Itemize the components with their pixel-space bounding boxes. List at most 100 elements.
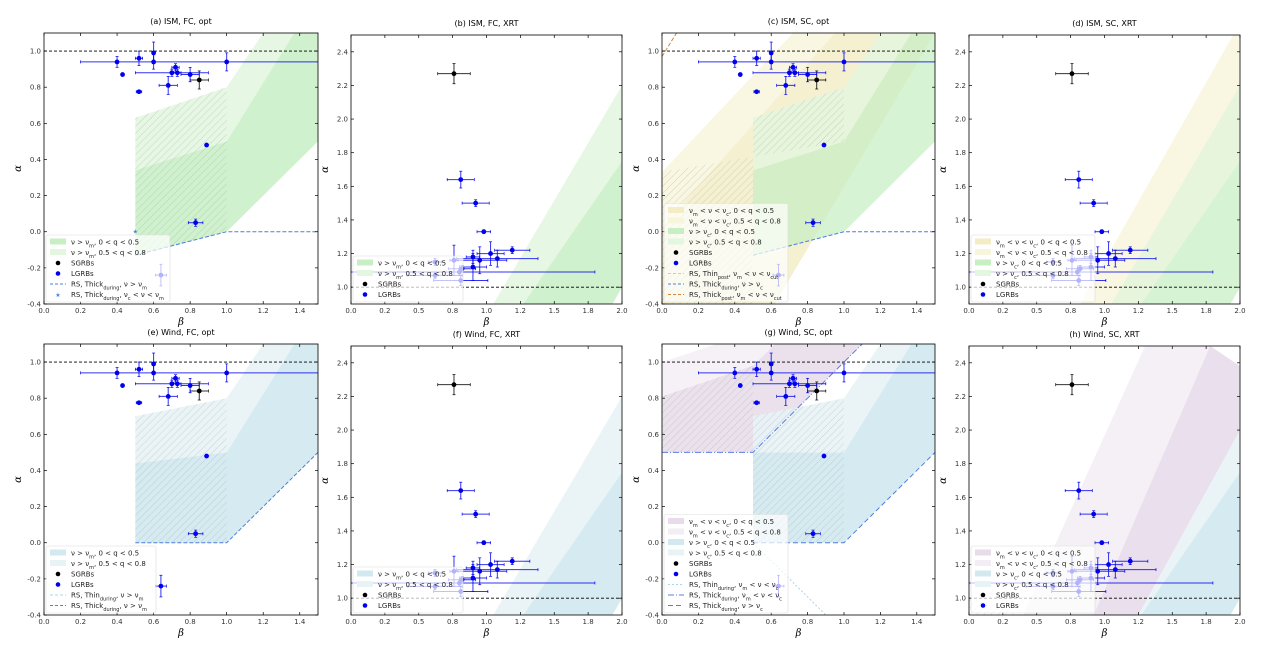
- marker: [1091, 511, 1097, 517]
- lgrb-point-h-2: [1094, 540, 1109, 546]
- marker: [783, 393, 789, 399]
- marker: [814, 77, 820, 83]
- panel-title: (b) ISM, FC, XRT: [455, 19, 519, 28]
- y-tick-label: 0.8: [648, 84, 659, 92]
- marker: [790, 375, 796, 381]
- lgrb-point-h-0: [1064, 481, 1093, 500]
- legend-swatch: [50, 238, 66, 245]
- legend-label: SGRBs: [996, 592, 1020, 600]
- x-tick-label: 1.0: [1099, 618, 1110, 626]
- x-tick-label: 1.2: [1133, 618, 1144, 626]
- marker: [841, 370, 847, 376]
- lgrb-point-d-3: [1112, 246, 1149, 254]
- x-tick-label: 0.6: [148, 307, 160, 315]
- legend-label: RS, Thickduring, ν > νc: [689, 602, 763, 613]
- lgrb-point-d-1: [1079, 199, 1108, 207]
- x-tick-label: 1.8: [583, 618, 594, 626]
- x-tick-label: 0.0: [38, 307, 49, 315]
- x-tick-label: 1.2: [515, 307, 526, 315]
- marker: [187, 383, 193, 388]
- legend-label: ν > νm, 0 < q < 0.5: [71, 239, 139, 250]
- x-tick-label: 0.0: [38, 618, 49, 626]
- y-tick-label: -0.2: [27, 264, 41, 272]
- hatch-region-e: [135, 398, 227, 543]
- marker: [204, 453, 209, 459]
- legend-label: LGRBs: [378, 291, 401, 299]
- legend-label: ν > νm, 0 < q < 0.5: [378, 260, 446, 271]
- marker: [120, 383, 125, 388]
- lgrb-point-c-7: [776, 76, 796, 95]
- lgrb-point-b-3: [494, 246, 531, 254]
- lgrb-point-a-11: [180, 66, 200, 83]
- model-line-g-1: [662, 344, 863, 453]
- marker: [196, 77, 202, 83]
- legend-item: RS, Thickduring, ν > νm: [50, 281, 147, 292]
- marker: [470, 575, 476, 581]
- y-tick-label: -0.4: [645, 301, 659, 309]
- y-tick-label: 0.6: [648, 120, 660, 128]
- region-b-1: [493, 85, 622, 304]
- y-tick-label: 1.6: [337, 183, 349, 191]
- marker: [754, 55, 760, 61]
- legend-marker: [55, 582, 61, 587]
- y-tick-label: 0.2: [30, 503, 41, 511]
- lgrb-point-e-13: [187, 529, 204, 538]
- x-tick-label: 1.8: [1201, 618, 1212, 626]
- x-tick-label: 1.2: [875, 618, 886, 626]
- x-tick-label: 0.6: [766, 307, 778, 315]
- x-tick-label: 0.8: [447, 307, 458, 315]
- marker: [458, 488, 464, 493]
- y-tick-label: 1.8: [955, 460, 966, 468]
- marker: [136, 400, 142, 406]
- y-tick-label: 1.0: [337, 595, 348, 603]
- plot-area-a: ★: [44, 33, 318, 287]
- legend-item: νm < ν < νc, 0.5 < q < 0.8: [668, 217, 781, 229]
- lgrb-point-e-12: [204, 453, 209, 459]
- x-tick-label: 1.0: [838, 307, 849, 315]
- marker: [754, 89, 760, 95]
- legend-marker: [673, 571, 679, 577]
- x-tick-label: 0.0: [656, 307, 667, 315]
- legend-label: RS, Thinduring, νm < ν < νc: [689, 581, 779, 592]
- x-tick-label: 0.0: [345, 618, 356, 626]
- legend-label: νm < ν < νc, 0 < q < 0.5: [689, 207, 774, 218]
- legend-label: RS, Thickpost, νm < ν < νcut: [689, 291, 782, 302]
- legend-box: [45, 545, 157, 614]
- panel-a: ★ 0.0 0.2 0.4 0.6 0.8 1.0 1.2 1.4 -0.4 -0.2 0.0 0.2 0…: [13, 17, 319, 328]
- x-tick-label: 1.0: [1099, 307, 1110, 315]
- legend-item: ν > νm, 0 < q < 0.5: [50, 238, 139, 250]
- legend-box: [352, 566, 464, 614]
- legend-label: ν > νc, 0.5 < q < 0.8: [996, 270, 1069, 281]
- y-tick-label: 1.0: [30, 359, 41, 367]
- x-tick-label: 0.2: [379, 618, 390, 626]
- model-line-e-1: [135, 452, 318, 544]
- legend-label: ν > νc, 0 < q < 0.5: [689, 539, 755, 550]
- x-tick-label: 1.2: [258, 307, 269, 315]
- sgrb-point-f-0: [437, 374, 471, 396]
- sgrb-point-h-0: [1055, 374, 1089, 396]
- x-tick-label: 0.8: [802, 307, 813, 315]
- lgrb-point-c-8: [752, 68, 827, 77]
- x-tick-label: 1.8: [1201, 307, 1212, 315]
- lgrb-point-g-1: [737, 383, 743, 388]
- legend-marker: [362, 603, 368, 608]
- marker: [488, 562, 493, 567]
- legend-label: ν > νm, 0.5 < q < 0.8: [378, 270, 453, 281]
- legend-label: νm < ν < νc, 0 < q < 0.5: [996, 239, 1081, 250]
- lgrb-point-g-6: [698, 363, 935, 383]
- x-tick-label: 0.2: [693, 618, 704, 626]
- lgrb-point-c-1: [737, 72, 743, 77]
- x-tick-label: 1.0: [481, 307, 492, 315]
- x-axis-label: β: [483, 628, 490, 639]
- legend-item: SGRBs: [362, 281, 402, 289]
- legend-marker: [980, 603, 986, 608]
- marker: [224, 59, 230, 65]
- legend-marker: [673, 260, 679, 266]
- lgrb-point-g-2: [752, 361, 761, 377]
- legend-d: νm < ν < νc, 0 < q < 0.5νm < ν < νc, 0.5…: [970, 234, 1096, 303]
- marker: [136, 55, 142, 61]
- y-axis-label: α: [938, 477, 949, 484]
- axes-frame-e: [43, 343, 319, 616]
- legend-box: [970, 234, 1096, 303]
- lgrb-point-g-3: [753, 400, 760, 406]
